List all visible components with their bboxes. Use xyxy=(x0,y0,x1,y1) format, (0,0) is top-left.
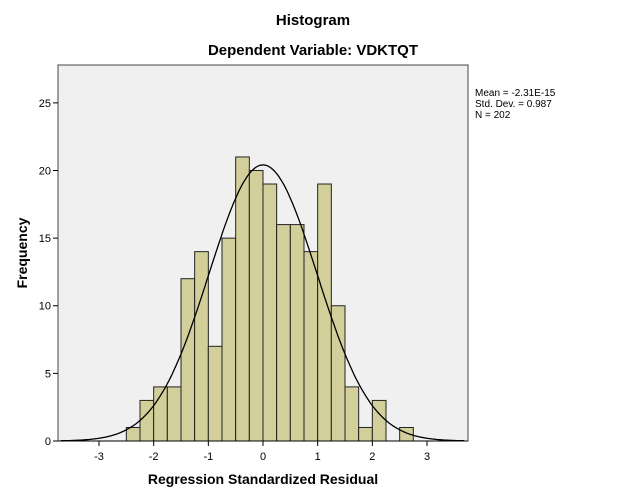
histogram-bar xyxy=(330,305,346,442)
stat-sd: Std. Dev. = 0.987 xyxy=(475,99,552,110)
x-tick-label: 0 xyxy=(260,451,266,463)
x-tick-label: 1 xyxy=(315,451,321,463)
histogram-bar xyxy=(248,169,264,442)
y-tick-label: 25 xyxy=(39,98,51,110)
histogram-bar xyxy=(207,345,223,442)
histogram-bar xyxy=(303,251,319,442)
x-tick-label: -2 xyxy=(149,451,159,463)
y-axis-label: Frequency xyxy=(14,217,30,288)
y-tick-label: 10 xyxy=(39,301,51,313)
histogram-bar xyxy=(344,386,360,442)
x-tick-label: 2 xyxy=(369,451,375,463)
stat-n: N = 202 xyxy=(475,110,511,121)
histogram-bar xyxy=(125,426,141,442)
chart-subtitle: Dependent Variable: VDKTQT xyxy=(207,42,419,59)
y-tick-label: 0 xyxy=(45,436,51,448)
histogram-bar xyxy=(235,156,250,442)
stat-mean: Mean = -2.31E-15 xyxy=(475,88,556,99)
histogram-bar xyxy=(289,224,305,442)
histogram-bar xyxy=(139,399,155,442)
x-axis-label: Regression Standardized Residual xyxy=(148,471,378,487)
chart-title: Histogram xyxy=(275,12,351,29)
y-tick-label: 5 xyxy=(45,368,51,380)
histogram-bar xyxy=(276,224,291,442)
histogram-bar xyxy=(166,386,182,442)
stats-box: Mean = -2.31E-15 Std. Dev. = 0.987 N = 2… xyxy=(475,88,555,121)
histogram-bar xyxy=(262,183,278,442)
normal-curve xyxy=(60,164,465,442)
y-tick-label: 15 xyxy=(39,233,51,245)
x-tick-label: 3 xyxy=(424,451,430,463)
x-tick-label: -1 xyxy=(203,451,213,463)
histogram-bar xyxy=(221,237,237,442)
histogram-bar xyxy=(371,399,387,442)
histogram-bar xyxy=(180,278,196,442)
histogram-bar xyxy=(358,426,373,442)
x-tick-label: -3 xyxy=(94,451,104,463)
y-tick-label: 20 xyxy=(39,165,51,177)
